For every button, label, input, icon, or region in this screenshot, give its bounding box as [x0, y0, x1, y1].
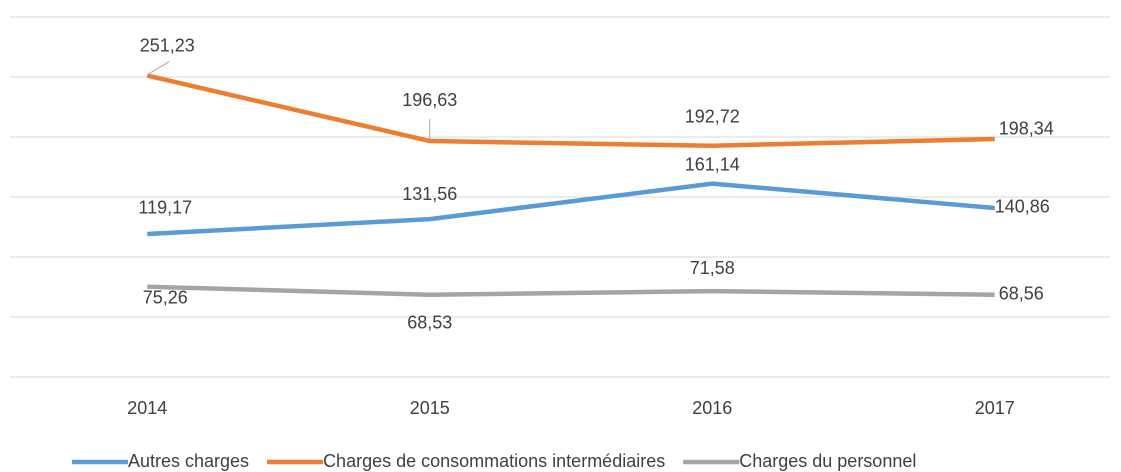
legend-label: Charges de consommations intermédiaires	[323, 451, 665, 471]
data-label: 68,56	[999, 283, 1044, 303]
legend-label: Autres charges	[128, 451, 249, 471]
x-tick-label: 2014	[127, 398, 167, 418]
data-label: 119,17	[138, 198, 192, 218]
series-line	[147, 284, 995, 298]
data-label: 251,23	[140, 35, 195, 55]
data-label: 198,34	[999, 119, 1054, 139]
data-label: 196,63	[402, 90, 457, 110]
data-label: 71,58	[690, 258, 735, 278]
data-label: 140,86	[995, 197, 1050, 217]
leader-line	[148, 61, 170, 74]
legend-label: Charges du personnel	[739, 451, 916, 471]
x-tick-label: 2016	[692, 398, 732, 418]
series-line	[147, 181, 995, 237]
data-label: 161,14	[685, 154, 740, 174]
series-line	[146, 73, 995, 148]
data-label: 75,26	[143, 287, 188, 307]
data-label: 192,72	[685, 106, 740, 126]
data-label: 68,53	[407, 313, 452, 333]
x-tick-label: 2017	[975, 398, 1015, 418]
x-tick-label: 2015	[410, 398, 450, 418]
data-label: 131,56	[402, 184, 457, 204]
